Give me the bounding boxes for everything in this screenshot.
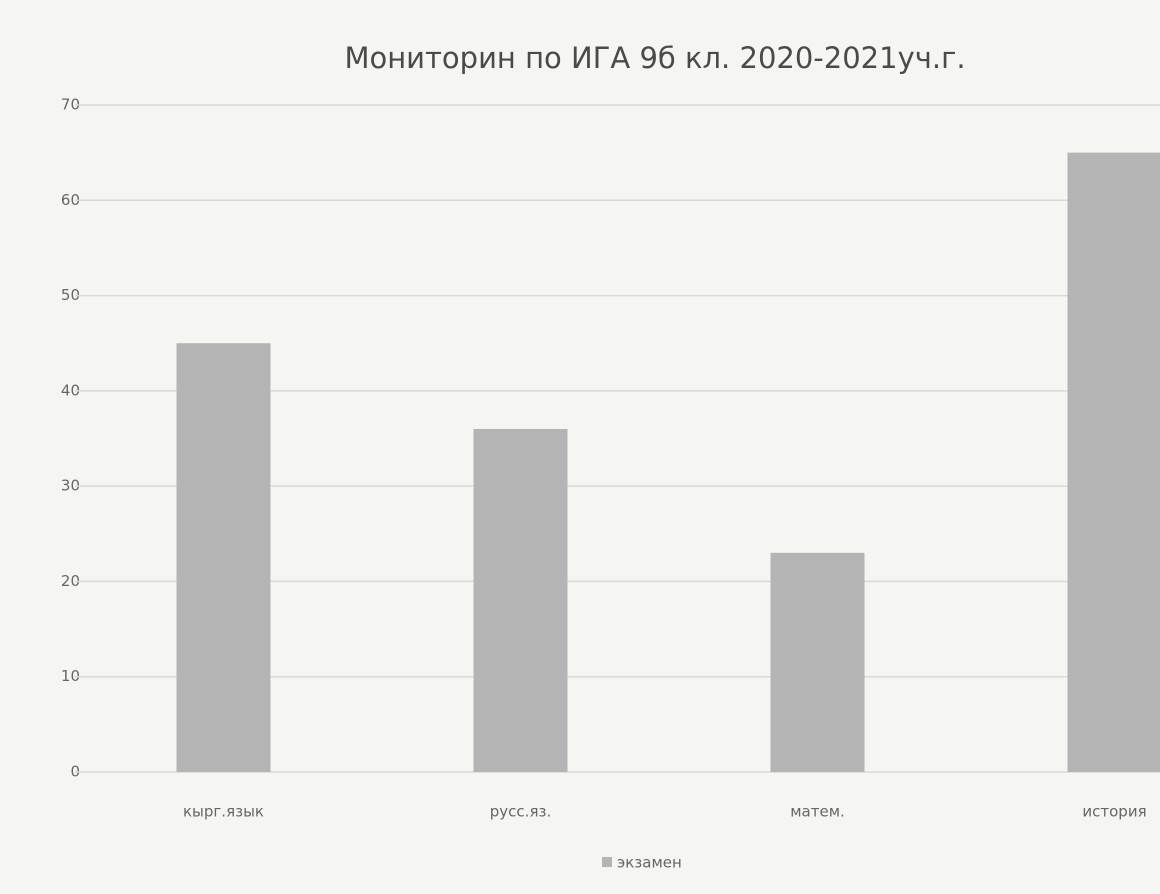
legend-label: экзамен [617,854,682,872]
chart-title: Мониторин по ИГА 9б кл. 2020-2021уч.г. [344,41,965,75]
bar [1067,152,1160,773]
y-tick-label: 70 [61,96,80,114]
bar [473,428,568,772]
x-tick-label: матем. [790,803,845,821]
x-tick-label: кырг.язык [183,803,264,821]
x-tick-label: история [1082,803,1146,821]
x-tick-label: русс.яз. [490,803,551,821]
y-tick-label: 50 [61,286,80,304]
bar [770,552,865,772]
y-tick-label: 10 [61,667,80,685]
y-tick-label: 20 [61,572,80,590]
legend-swatch [602,857,612,867]
y-tick-label: 60 [61,191,80,209]
bar [176,343,271,772]
y-tick-label: 40 [61,381,80,399]
y-tick-label: 30 [61,477,80,495]
